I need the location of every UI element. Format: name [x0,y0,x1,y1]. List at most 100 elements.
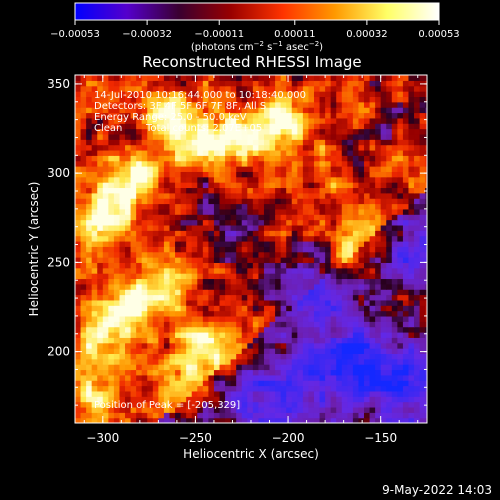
heatmap-cell [108,96,115,103]
heatmap-cell [136,262,143,269]
heatmap-cell [202,299,209,306]
heatmap-cell [163,80,171,87]
heatmap-cell [175,133,182,140]
heatmap-cell [319,224,326,231]
heatmap-cell [364,369,371,376]
heatmap-cell [86,123,93,130]
heatmap-cell [380,208,387,215]
heatmap-cell [213,342,221,349]
heatmap-cell [102,123,109,130]
heatmap-cell [80,412,87,419]
heatmap-cell [86,187,93,194]
heatmap-cell [186,155,193,162]
heatmap-cell [197,385,204,392]
heatmap-cell [297,182,304,189]
heatmap-cell [80,283,87,290]
heatmap-cell [125,155,132,162]
heatmap-cell [202,240,209,247]
heatmap-cell [336,192,343,199]
heatmap-cell [102,187,109,194]
heatmap-cell [369,246,376,253]
heatmap-cell [302,240,310,247]
heatmap-cell [313,310,321,317]
heatmap-cell [408,112,415,119]
heatmap-cell [336,96,343,103]
heatmap-cell [191,321,198,328]
heatmap-cell [414,101,421,108]
heatmap-cell [225,417,232,423]
heatmap-cell [180,117,187,124]
heatmap-cell [397,251,404,258]
heatmap-cell [280,219,287,226]
heatmap-cell [247,315,254,322]
heatmap-cell [313,75,321,81]
heatmap-cell [419,310,426,317]
heatmap-cell [219,75,226,81]
heatmap-cell [125,374,132,381]
heatmap-cell [352,144,360,151]
heatmap-cell [230,75,237,81]
heatmap-cell [330,273,337,280]
heatmap-cell [213,326,221,333]
heatmap-cell [308,144,315,151]
heatmap-cell [347,401,354,408]
heatmap-cell [130,273,137,280]
heatmap-cell [80,91,87,98]
heatmap-cell [152,112,159,119]
heatmap-cell [358,358,365,365]
heatmap-cell [313,321,321,328]
heatmap-cell [263,235,271,242]
heatmap-cell [147,133,154,140]
heatmap-cell [163,289,171,296]
heatmap-cell [136,160,143,167]
heatmap-cell [163,123,171,130]
heatmap-cell [347,315,354,322]
heatmap-cell [97,171,104,178]
heatmap-cell [213,101,221,108]
heatmap-cell [319,342,326,349]
heatmap-cell [352,166,360,172]
heatmap-cell [386,182,393,189]
heatmap-cell [347,246,354,253]
heatmap-cell [302,412,310,419]
heatmap-cell [169,385,176,392]
heatmap-cell [186,96,193,103]
heatmap-cell [108,294,115,301]
heatmap-cell [286,412,293,419]
heatmap-cell [80,166,87,172]
heatmap-cell [375,374,382,381]
heatmap-cell [236,417,243,423]
heatmap-cell [263,251,271,258]
heatmap-cell [375,117,382,124]
heatmap-cell [136,326,143,333]
heatmap-cell [130,187,137,194]
heatmap-cell [402,208,410,215]
heatmap-cell [263,358,271,365]
heatmap-cell [286,203,293,210]
heatmap-cell [130,401,137,408]
heatmap-cell [113,358,121,365]
heatmap-cell [414,374,421,381]
heatmap-cell [108,358,115,365]
heatmap-cell [252,80,260,87]
heatmap-cell [308,364,315,371]
heatmap-cell [369,155,376,162]
heatmap-cell [419,198,426,205]
heatmap-cell [419,214,426,221]
heatmap-cell [308,396,315,403]
heatmap-cell [275,283,282,290]
heatmap-cell [175,117,182,124]
heatmap-cell [375,326,382,333]
heatmap-cell [291,198,298,205]
heatmap-cell [158,176,165,183]
heatmap-cell [80,310,87,317]
heatmap-cell [152,171,159,178]
heatmap-cell [408,326,415,333]
heatmap-cell [325,342,332,349]
heatmap-cell [408,160,415,167]
heatmap-cell [369,203,376,210]
heatmap-cell [380,326,387,333]
heatmap-cell [219,337,226,344]
heatmap-cell [425,149,427,156]
